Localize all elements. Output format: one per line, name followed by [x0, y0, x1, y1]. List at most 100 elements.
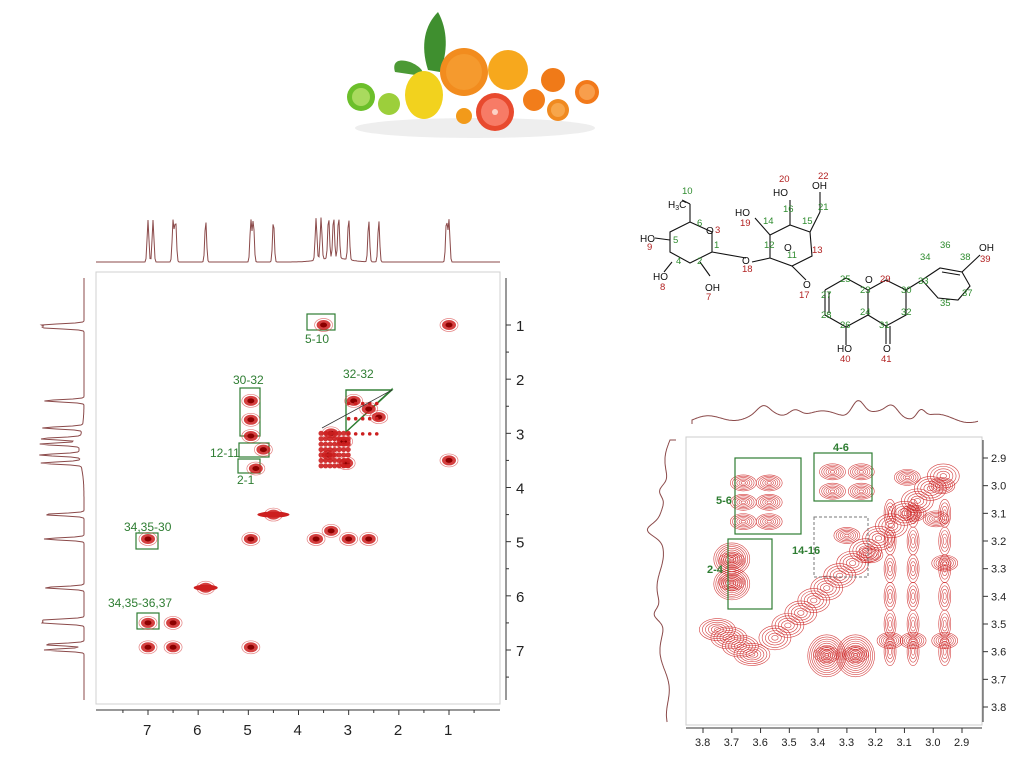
cosy-grid-peak [374, 401, 379, 406]
cosy-grid-peak [374, 416, 379, 421]
zoom-x-tick-label: 3.6 [753, 737, 768, 749]
zoom-cross-peak [849, 538, 882, 563]
zoom-label-14-16: 14-16 [792, 545, 820, 557]
zoom-x-tick-label: 3.4 [810, 737, 825, 749]
svg-text:31: 31 [879, 320, 890, 331]
svg-text:3: 3 [715, 225, 720, 236]
cosy-cross-peak [439, 453, 459, 468]
svg-text:HO: HO [735, 208, 750, 219]
zoom-cross-peak [733, 643, 771, 666]
cosy-cluster-peak [336, 452, 342, 458]
cosy-cluster-peak [341, 441, 347, 447]
cosy-cross-peak [138, 640, 158, 655]
cosy-cluster-peak [318, 446, 324, 453]
svg-text:14: 14 [763, 216, 774, 227]
cosy-cluster-peak [327, 463, 333, 469]
svg-text:19: 19 [740, 218, 751, 229]
cosy-cluster-peak [336, 463, 342, 469]
zoom-y-tick-label: 3.3 [991, 564, 1006, 576]
zoom-cross-peak [755, 513, 783, 530]
cosy-cross-peak [359, 532, 379, 546]
cosy-cross-peak [163, 616, 183, 630]
zoom-annotation-box [813, 516, 869, 578]
zoom-x-tick-label: 3.1 [896, 737, 911, 749]
svg-text:34: 34 [920, 252, 931, 263]
svg-text:O: O [742, 256, 750, 267]
cosy-cluster-peak [322, 457, 329, 464]
cosy-grid-peak [367, 432, 372, 436]
cosy-grid-peak [360, 416, 365, 421]
svg-text:HO: HO [653, 272, 668, 283]
cosy-cluster-peak [341, 436, 347, 442]
svg-text:O: O [803, 280, 811, 291]
zoom-left-projection [646, 439, 676, 723]
zoom-x-tick-label: 3.7 [724, 737, 739, 749]
cosy-cluster-peak [336, 441, 342, 447]
svg-text:22: 22 [818, 171, 829, 182]
cosy-x-ticks: 7 6 5 4 3 2 1 [122, 710, 475, 739]
svg-text:21: 21 [818, 202, 829, 213]
cosy-y-ticks: 1 2 3 4 5 6 7 [506, 318, 524, 678]
cosy-cross-peak [246, 461, 266, 476]
cosy-grid-peak [374, 432, 379, 436]
cosy-cross-peak [306, 532, 326, 546]
cosy-cluster-peak [332, 452, 338, 458]
zoom-cross-peak [931, 632, 959, 649]
svg-text:O: O [865, 275, 873, 286]
zoom-cross-peak [906, 526, 920, 556]
cosy-diagonal-peak [257, 511, 290, 518]
cosy-cluster-peak [327, 457, 333, 464]
zoom-y-ticks: 2.9 3.0 3.1 3.2 3.3 3.4 3.5 3.6 3.7 3.8 [983, 453, 1006, 714]
cosy-cross-peak [163, 640, 183, 655]
zoom-cross-peak [755, 493, 783, 511]
zoom-cross-peak [875, 513, 908, 539]
zoom-x-tick-label: 3.2 [868, 737, 883, 749]
cosy-cluster-peak [336, 457, 342, 464]
svg-text:13: 13 [812, 245, 823, 256]
svg-text:OH: OH [812, 181, 827, 192]
zoom-spectrum-panel: 2.9 3.0 3.1 3.2 3.3 3.4 3.5 3.6 3.7 3.8 3.8 3.7 3.6… [646, 400, 1006, 749]
cosy-grid-peak [346, 401, 351, 406]
cosy-cluster-peak [322, 452, 329, 458]
svg-text:39: 39 [980, 254, 991, 265]
cosy-y-tick-label: 2 [516, 372, 524, 389]
svg-text:20: 20 [779, 174, 790, 185]
cosy-cluster-peak [345, 463, 351, 469]
svg-text:7: 7 [706, 292, 711, 303]
cosy-label-34-35-36-37: 34,35-36,37 [108, 596, 172, 610]
zoom-y-tick-label: 3.0 [991, 481, 1006, 493]
svg-text:38: 38 [960, 252, 971, 263]
zoom-annotation-boxes [727, 452, 873, 610]
svg-text:H3C: H3C [668, 200, 686, 212]
svg-text:6: 6 [697, 218, 702, 229]
cosy-grid-peak [367, 416, 372, 421]
cosy-f1-projection [39, 278, 85, 700]
cosy-x-tick-label: 2 [394, 722, 402, 739]
cosy-cluster-peak [322, 446, 329, 453]
zoom-cross-peak [883, 526, 897, 556]
cosy-cluster-peak [341, 446, 347, 453]
cosy-cluster-peak [332, 463, 338, 469]
zoom-cross-peak [797, 588, 831, 613]
zoom-x-tick-label: 2.9 [954, 737, 969, 749]
svg-text:32: 32 [901, 307, 912, 318]
cosy-cluster-peak [341, 457, 347, 464]
zoom-annotation-box [727, 538, 773, 610]
cosy-cluster-peak [336, 430, 342, 436]
zoom-annotation-box [734, 457, 802, 535]
svg-text:33: 33 [918, 276, 929, 287]
svg-text:OH: OH [705, 283, 720, 294]
cosy-cluster-peak [318, 436, 324, 442]
cosy-label-32-32: 32-32 [343, 367, 374, 381]
zoom-label-5-6: 5-6 [716, 495, 732, 507]
svg-text:2: 2 [697, 256, 702, 267]
cosy-cross-peak [138, 616, 158, 630]
svg-text:29: 29 [880, 274, 891, 285]
zoom-cross-peak [836, 634, 875, 678]
svg-text:HO: HO [837, 344, 852, 355]
cosy-cross-peak [339, 532, 359, 546]
zoom-cross-peak [894, 469, 921, 486]
cosy-cluster-peak [341, 452, 347, 458]
cosy-cluster-peak [318, 452, 324, 458]
cosy-y-tick-label: 1 [516, 318, 524, 335]
